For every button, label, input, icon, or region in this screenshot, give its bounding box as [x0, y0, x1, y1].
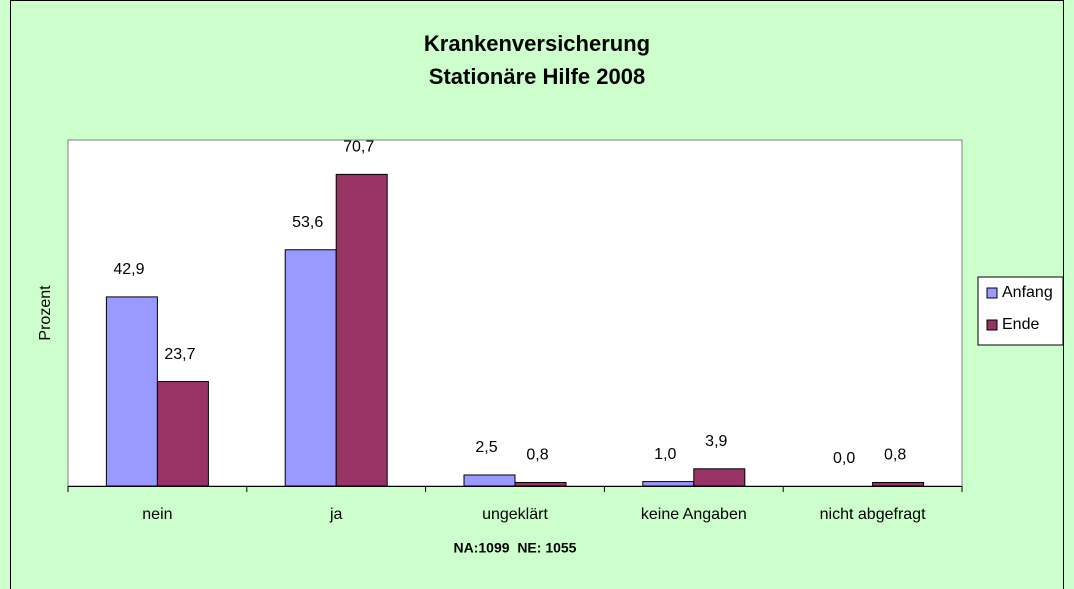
- bar: [872, 481, 925, 487]
- bar: [335, 173, 388, 487]
- data-label: 2,5: [475, 439, 497, 456]
- bar: [514, 481, 567, 487]
- data-label: 3,9: [705, 433, 727, 450]
- data-label: 70,7: [343, 139, 374, 156]
- bar: [105, 296, 158, 487]
- data-label: 0,8: [884, 447, 906, 464]
- x-tick-label: ja: [329, 506, 343, 523]
- data-label: 0,0: [833, 450, 855, 467]
- legend-label: Ende: [1002, 316, 1039, 333]
- data-label: 53,6: [292, 214, 323, 231]
- x-tick-label: nein: [142, 506, 172, 523]
- x-tick-label: nicht abgefragt: [820, 506, 926, 523]
- chart-title: Krankenversicherung: [424, 31, 650, 56]
- annotation: NA:1099 NE: 1055: [454, 540, 577, 556]
- data-label: 23,7: [164, 346, 195, 363]
- chart-subtitle: Stationäre Hilfe 2008: [429, 64, 645, 89]
- data-label: 0,8: [526, 447, 548, 464]
- x-tick-label: ungeklärt: [482, 506, 548, 523]
- bar: [642, 481, 695, 487]
- plot-area: [67, 139, 963, 487]
- y-axis-label: Prozent: [37, 285, 54, 341]
- data-label: 42,9: [113, 261, 144, 278]
- bar: [693, 468, 746, 487]
- legend-swatch: [986, 287, 998, 299]
- legend-swatch: [986, 319, 998, 331]
- bar: [156, 381, 209, 487]
- data-label: 1,0: [654, 446, 676, 463]
- bar: [284, 249, 337, 487]
- legend-label: Anfang: [1002, 284, 1053, 301]
- x-tick-label: keine Angaben: [641, 506, 747, 523]
- bar: [463, 474, 516, 487]
